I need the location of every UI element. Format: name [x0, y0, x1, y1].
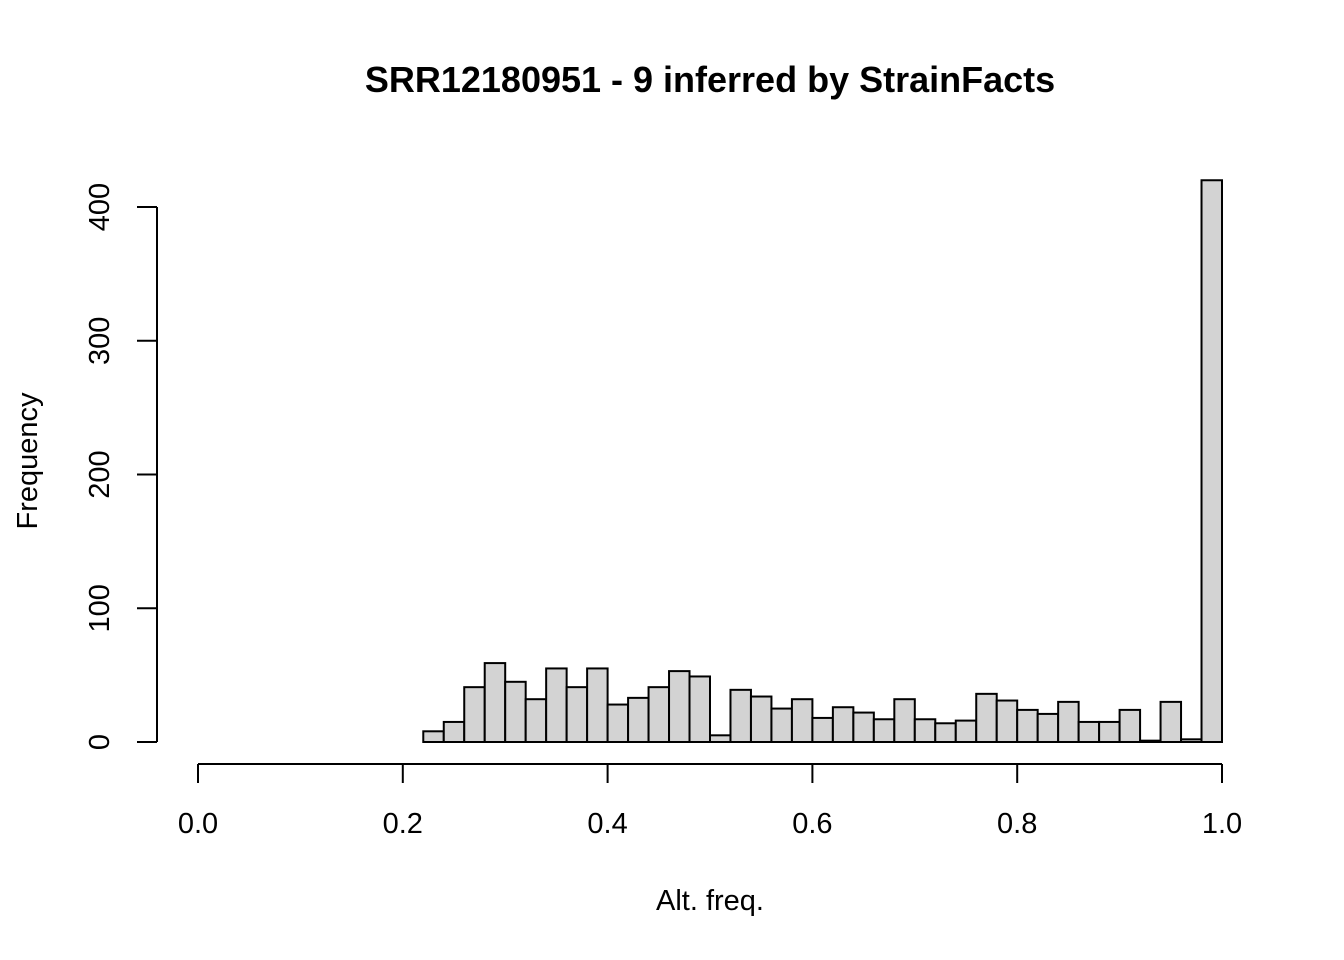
histogram-bar [524, 698, 548, 744]
histogram-bar [545, 667, 568, 743]
histogram-bar [504, 680, 527, 743]
histogram-bar [463, 686, 486, 743]
histogram-bar [1139, 739, 1162, 743]
histogram-bar [729, 688, 752, 744]
histogram-bar [872, 718, 896, 744]
histogram-bar [442, 720, 466, 743]
histogram-bar [565, 686, 589, 743]
histogram-bar [627, 696, 650, 743]
chart-title: SRR12180951 - 9 inferred by StrainFacts [365, 59, 1055, 100]
histogram-bar [770, 707, 793, 743]
histogram-bar [954, 719, 978, 743]
histogram-bar [709, 734, 732, 743]
histogram-bar [1016, 708, 1039, 744]
x-axis: 0.0 0.2 0.4 0.6 0.8 1.0 [178, 763, 1242, 840]
x-tick-label: 0.0 [178, 808, 218, 840]
x-tick-label: 1.0 [1202, 808, 1242, 840]
y-tick-label: 200 [84, 450, 116, 498]
histogram-bar [893, 698, 916, 744]
histogram-bar [852, 711, 875, 744]
histogram-bar [1077, 720, 1101, 743]
histogram-bar [1057, 700, 1080, 743]
y-tick-label: 400 [84, 183, 116, 231]
x-tick-label: 0.4 [587, 808, 627, 840]
histogram-bar [647, 686, 671, 743]
histogram-bar [688, 675, 712, 744]
histogram-bar [975, 692, 998, 743]
histogram-bar [668, 670, 691, 743]
histogram-bar [1036, 712, 1060, 743]
histogram-bar [811, 716, 834, 743]
x-tick-label: 0.6 [792, 808, 832, 840]
histogram-bar [606, 703, 630, 743]
histogram-bar [483, 662, 507, 744]
histogram-bar [934, 722, 957, 744]
y-tick-label: 300 [84, 317, 116, 365]
y-axis-label: Frequency [12, 392, 44, 530]
histogram-bar [995, 699, 1019, 743]
histogram-bar [1159, 700, 1183, 743]
histogram-bar [586, 667, 609, 743]
y-tick-label: 0 [84, 734, 116, 750]
histogram-bar [1200, 179, 1224, 743]
x-tick-label: 0.2 [383, 808, 423, 840]
x-tick-label: 0.8 [997, 808, 1037, 840]
histogram-bar [1118, 708, 1142, 744]
histogram-bar [913, 718, 937, 744]
histogram-bar [749, 695, 773, 744]
histogram-bar [831, 706, 855, 743]
histogram-bars [422, 179, 1224, 744]
histogram-bar [1180, 738, 1203, 744]
y-tick-label: 100 [84, 584, 116, 632]
y-axis: 0 100 200 300 400 [84, 183, 158, 750]
x-axis-label: Alt. freq. [656, 885, 764, 917]
histogram-bar [422, 730, 445, 743]
histogram-bar [790, 698, 814, 744]
histogram-bar [1098, 720, 1121, 743]
